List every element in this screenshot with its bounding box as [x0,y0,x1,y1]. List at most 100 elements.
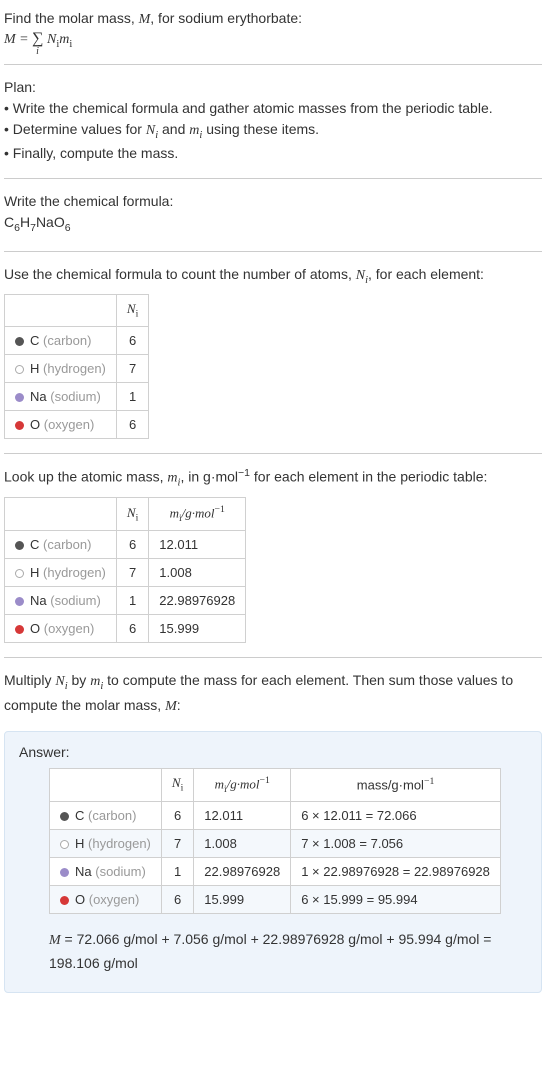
intro-line-1: Find the molar mass, M, for sodium eryth… [4,8,542,30]
count-atoms-section: Use the chemical formula to count the nu… [4,264,542,439]
n-value: 1 [116,587,148,615]
table-header-row: Ni mi/g·mol−1 [5,498,246,531]
element-dot-icon [15,365,24,374]
n-value: 7 [116,355,148,383]
count-atoms-table: Ni C (carbon)6 H (hydrogen)7 Na (sodium)… [4,294,149,439]
lookup-mass-section: Look up the atomic mass, mi, in g·mol−1 … [4,466,542,643]
table-header-blank [5,498,117,531]
lookup-mass-table: Ni mi/g·mol−1 C (carbon)612.011 H (hydro… [4,497,246,643]
table-header-m: mi/g·mol−1 [194,768,291,801]
n-value: 6 [116,531,148,559]
n-value: 1 [116,383,148,411]
final-result: M = 72.066 g/mol + 7.056 g/mol + 22.9897… [49,928,527,977]
table-header-mass: mass/g·mol−1 [291,768,501,801]
answer-label: Answer: [19,744,527,760]
intro-section: Find the molar mass, M, for sodium eryth… [4,8,542,50]
table-row: H (hydrogen)71.008 [5,559,246,587]
table-header-blank [5,295,117,327]
m-value: 22.98976928 [194,857,291,885]
table-header-n: Ni [116,295,148,327]
sum-symbol: ∑i [32,30,43,48]
table-header-blank [50,768,162,801]
m-value: 22.98976928 [149,587,246,615]
intro-formula: M = ∑i Nimi [4,30,542,50]
lookup-mass-text: Look up the atomic mass, mi, in g·mol−1 … [4,466,542,491]
table-row: H (hydrogen)7 [5,355,149,383]
formula-n: Nimi [47,32,72,47]
m-value: 1.008 [194,829,291,857]
element-dot-icon [60,812,69,821]
n-value: 6 [116,411,148,439]
answer-box: Answer: Ni mi/g·mol−1 mass/g·mol−1 C (ca… [4,731,542,994]
divider [4,453,542,454]
m-value: 1.008 [149,559,246,587]
element-cell: Na (sodium) [5,587,117,615]
m-value: 15.999 [194,885,291,913]
multiply-text: Multiply Ni by mi to compute the mass fo… [4,670,542,717]
sigma-icon: ∑ [32,30,43,47]
write-formula-title: Write the chemical formula: [4,191,542,212]
table-header-row: Ni [5,295,149,327]
n-value: 7 [116,559,148,587]
element-dot-icon [15,541,24,550]
mass-value: 7 × 1.008 = 7.056 [291,829,501,857]
element-dot-icon [15,569,24,578]
element-cell: O (oxygen) [50,885,162,913]
table-row: C (carbon)612.0116 × 12.011 = 72.066 [50,801,501,829]
element-cell: C (carbon) [5,327,117,355]
element-dot-icon [60,868,69,877]
table-row: O (oxygen)615.999 [5,615,246,643]
element-dot-icon [15,393,24,402]
table-header-n: Ni [161,768,193,801]
formula-lhs: M [4,32,16,47]
mass-value: 6 × 12.011 = 72.066 [291,801,501,829]
intro-post: , for sodium erythorbate: [150,10,302,26]
plan-bullet-3: • Finally, compute the mass. [4,143,542,164]
element-dot-icon [15,421,24,430]
m-value: 12.011 [194,801,291,829]
n-value: 6 [161,885,193,913]
table-row: C (carbon)6 [5,327,149,355]
mass-value: 6 × 15.999 = 95.994 [291,885,501,913]
element-dot-icon [15,337,24,346]
element-cell: O (oxygen) [5,411,117,439]
m-value: 15.999 [149,615,246,643]
element-cell: Na (sodium) [50,857,162,885]
answer-table: Ni mi/g·mol−1 mass/g·mol−1 C (carbon)612… [49,768,501,914]
table-row: H (hydrogen)71.0087 × 1.008 = 7.056 [50,829,501,857]
element-cell: C (carbon) [5,531,117,559]
table-row: O (oxygen)615.9996 × 15.999 = 95.994 [50,885,501,913]
plan-bullet-1: • Write the chemical formula and gather … [4,98,542,119]
element-cell: H (hydrogen) [50,829,162,857]
n-value: 1 [161,857,193,885]
multiply-section: Multiply Ni by mi to compute the mass fo… [4,670,542,717]
n-value: 7 [161,829,193,857]
table-row: C (carbon)612.011 [5,531,246,559]
chemical-formula: C6H7NaO6 [4,212,542,237]
element-cell: H (hydrogen) [5,355,117,383]
divider [4,178,542,179]
table-row: Na (sodium)122.989769281 × 22.98976928 =… [50,857,501,885]
table-header-n: Ni [116,498,148,531]
mass-value: 1 × 22.98976928 = 22.98976928 [291,857,501,885]
table-header-row: Ni mi/g·mol−1 mass/g·mol−1 [50,768,501,801]
element-dot-icon [60,896,69,905]
table-row: Na (sodium)122.98976928 [5,587,246,615]
element-cell: O (oxygen) [5,615,117,643]
table-header-m: mi/g·mol−1 [149,498,246,531]
write-formula-section: Write the chemical formula: C6H7NaO6 [4,191,542,237]
divider [4,64,542,65]
divider [4,251,542,252]
table-row: Na (sodium)1 [5,383,149,411]
plan-section: Plan: • Write the chemical formula and g… [4,77,542,165]
n-value: 6 [161,801,193,829]
element-dot-icon [15,597,24,606]
n-value: 6 [116,327,148,355]
table-row: O (oxygen)6 [5,411,149,439]
intro-var-m: M [139,12,151,27]
element-cell: H (hydrogen) [5,559,117,587]
plan-title: Plan: [4,77,542,98]
sum-index: i [36,46,39,57]
formula-eq: = [16,32,32,47]
element-cell: Na (sodium) [5,383,117,411]
